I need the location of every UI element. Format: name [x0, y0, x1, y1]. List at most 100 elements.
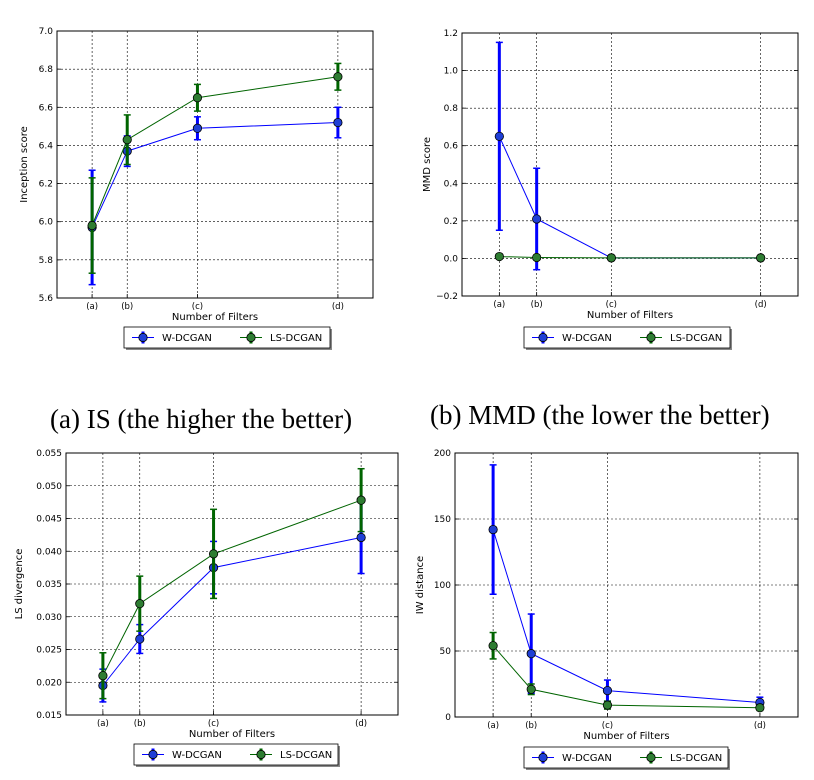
x-tick-label: (d) [754, 721, 766, 731]
data-point [356, 495, 366, 505]
data-point [208, 549, 219, 559]
x-tick-label: (b) [134, 719, 146, 729]
y-tick-label: 0.055 [36, 449, 62, 459]
y-tick-label: 0.6 [444, 142, 459, 152]
x-tick-label: (c) [602, 721, 613, 731]
caption-is: (a) IS (the higher the better) [50, 404, 353, 434]
y-tick-label: 6.8 [39, 65, 54, 75]
legend-label: W-DCGAN [162, 333, 212, 344]
y-tick-label: 0.045 [36, 515, 62, 525]
x-tick-label: (a) [86, 302, 98, 312]
data-point [602, 685, 613, 696]
data-point [602, 700, 613, 710]
x-tick-label: (b) [531, 300, 543, 310]
legend-item: LS-DCGAN [250, 748, 332, 761]
legend-marker [148, 749, 158, 760]
legend-label: LS-DCGAN [270, 333, 322, 344]
plot-frame [65, 452, 399, 716]
legend-marker [246, 332, 256, 343]
x-axis-label: Number of Filters [587, 310, 673, 321]
y-tick-label: 7.0 [39, 27, 54, 37]
legend-item: W-DCGAN [532, 331, 612, 344]
data-point [532, 214, 542, 224]
y-tick-label: 0.050 [36, 482, 62, 492]
chart-ls: 0.015 0.020 0.025 0.030 0.035 0.040 0.045 0.050… [14, 449, 399, 767]
data-point [494, 131, 504, 141]
data-point [135, 634, 145, 644]
x-tick-label: (c) [606, 300, 617, 310]
y-tick-label: 0 [445, 713, 451, 723]
x-tick-label: (c) [208, 719, 219, 729]
legend: W-DCGAN LS-DCGAN [123, 326, 332, 350]
series-line [102, 499, 362, 676]
legend-marker [646, 752, 656, 763]
y-tick-label: 200 [434, 449, 451, 459]
series-w-dcgan [494, 41, 766, 271]
y-tick-label: 0.030 [36, 613, 62, 623]
data-point [606, 253, 616, 263]
data-point [135, 599, 145, 609]
legend-label: W-DCGAN [562, 753, 612, 764]
series-line [91, 76, 338, 226]
series-line [102, 537, 362, 686]
y-axis-label: MMD score [422, 137, 433, 192]
x-tick-label: (d) [332, 302, 344, 312]
data-point [122, 135, 132, 145]
legend-item: LS-DCGAN [640, 751, 722, 764]
y-tick-label: 0.4 [444, 179, 459, 189]
x-tick-label: (b) [525, 721, 537, 731]
caption-mmd: (b) MMD (the lower the better) [430, 400, 770, 430]
data-point [333, 72, 343, 82]
y-tick-label: 0.2 [444, 217, 458, 227]
data-point [98, 671, 108, 681]
legend-box [523, 746, 729, 769]
legend-marker [538, 332, 548, 343]
y-tick-label: 0.8 [444, 104, 459, 114]
legend: W-DCGAN LS-DCGAN [133, 743, 340, 767]
legend-item: W-DCGAN [132, 331, 212, 344]
data-point [755, 703, 765, 713]
x-tick-label: (a) [493, 300, 505, 310]
series-line [499, 256, 761, 259]
legend-label: W-DCGAN [562, 333, 612, 344]
y-tick-label: 5.6 [39, 294, 54, 304]
data-point [333, 117, 343, 128]
legend: W-DCGAN LS-DCGAN [523, 746, 730, 770]
plot-frame [461, 32, 799, 297]
y-tick-label: 150 [434, 515, 451, 525]
data-point [488, 641, 498, 651]
data-point [494, 251, 504, 262]
series-ls-dcgan [488, 631, 765, 713]
data-point [526, 649, 536, 659]
legend-item: W-DCGAN [532, 751, 612, 764]
y-tick-label: 1.0 [444, 67, 459, 77]
x-tick-label: (c) [192, 302, 203, 312]
series-line [492, 645, 760, 709]
legend-box [133, 743, 339, 766]
y-tick-label: −0.2 [436, 292, 458, 302]
y-axis-label: LS divergence [14, 549, 25, 620]
y-tick-label: 6.6 [39, 103, 54, 113]
x-tick-label: (b) [121, 302, 133, 312]
legend-marker [256, 749, 266, 760]
legend-item: LS-DCGAN [240, 331, 322, 344]
legend-box [523, 326, 731, 349]
x-axis-label: Number of Filters [172, 312, 258, 323]
legend-label: W-DCGAN [172, 750, 222, 761]
legend-box [123, 326, 331, 349]
y-tick-label: 0.0 [444, 254, 459, 264]
series-line [492, 529, 760, 703]
chart-iw: 0 50 100 150 200 (a) (b) (c) (d) Number of Filter… [415, 449, 799, 770]
y-tick-label: 6.4 [39, 141, 54, 151]
x-tick-label: (d) [355, 719, 367, 729]
data-point [87, 220, 97, 231]
y-tick-label: 5.8 [39, 256, 54, 266]
legend: W-DCGAN LS-DCGAN [523, 326, 732, 350]
series-line [498, 136, 761, 259]
legend-marker [538, 752, 548, 763]
y-tick-label: 100 [434, 581, 451, 591]
legend-label: LS-DCGAN [280, 750, 332, 761]
plot-frame [454, 452, 799, 718]
legend-marker [138, 332, 148, 343]
